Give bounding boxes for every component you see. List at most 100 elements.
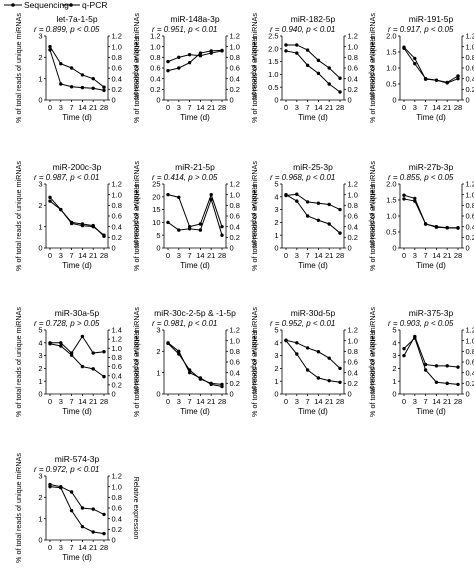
x-tick-label: 3 <box>177 103 181 112</box>
y-tick-label-left: 1.0 <box>386 64 396 73</box>
y-tick-label-right: 0.8 <box>112 493 122 502</box>
y-tick-label-left: 0 <box>392 390 396 399</box>
x-tick-label: 7 <box>424 397 428 406</box>
y-tick-label-left: 2 <box>392 364 396 373</box>
panel-title: miR-191-5p <box>409 14 454 24</box>
x-tick-label: 3 <box>177 397 181 406</box>
data-point-qpcr <box>220 48 224 53</box>
x-tick-label: 3 <box>59 397 63 406</box>
panel-title: miR-574-3p <box>55 454 100 464</box>
chart-panel: miR-200c-3pr = 0.987, p < 0.01012300.20.… <box>14 161 141 271</box>
y-tick-label-right: 0.4 <box>348 74 358 83</box>
x-tick-label: 14 <box>432 397 440 406</box>
y-tick-label-left: 1 <box>274 377 278 386</box>
y-tick-label-left: 1 <box>392 377 396 386</box>
x-tick-label: 14 <box>432 103 440 112</box>
chart-panel: miR-182-5pr = 0.940, p < 0.01 0 0.5 1.0 1.5 2… <box>250 13 377 123</box>
y-tick-label-left: 3 <box>274 205 278 214</box>
data-point-sequencing <box>48 48 52 52</box>
data-point-qpcr <box>80 524 85 529</box>
x-tick-label: 14 <box>196 251 204 260</box>
data-point-qpcr <box>91 76 95 81</box>
y-tick-label-right: 0 <box>466 390 470 399</box>
x-tick-label: 21 <box>89 251 97 260</box>
x-tick-label: 7 <box>70 397 74 406</box>
y-axis-label-right: Relative expression <box>250 37 259 100</box>
panel-title: miR-375-3p <box>409 308 454 318</box>
chart-panel: miR-27b-3pr = 0.855, p < 0.05 0 0.5 1.0 1.5 2… <box>368 161 474 271</box>
y-tick-label-right: 1.0 <box>112 42 122 51</box>
data-point-sequencing <box>102 512 106 517</box>
data-point-qpcr <box>69 66 74 70</box>
x-tick-label: 21 <box>443 397 451 406</box>
x-tick-label: 0 <box>402 251 406 260</box>
x-tick-label: 0 <box>166 251 170 260</box>
y-tick-label-right: 0 <box>348 244 352 253</box>
data-point-qpcr <box>69 353 74 357</box>
data-point-sequencing <box>316 58 321 63</box>
x-tick-label: 0 <box>48 251 52 260</box>
data-point-qpcr <box>338 380 342 384</box>
data-point-sequencing <box>295 43 299 47</box>
data-point-sequencing <box>413 56 417 61</box>
series-line-qpcr <box>285 50 341 93</box>
x-tick-label: 0 <box>402 397 406 406</box>
data-point-sequencing <box>316 350 321 354</box>
panel-title: miR-30a-5p <box>55 308 100 318</box>
series-line-sequencing <box>49 49 105 91</box>
y-tick-label-left: 15 <box>152 205 160 214</box>
x-tick-label: 3 <box>295 397 299 406</box>
y-axis-label-right: Relative expression <box>132 185 141 248</box>
y-tick-label-right: 1.2 <box>112 180 122 189</box>
y-axis-label-right: Relative expression <box>250 331 259 394</box>
y-tick-label-right: 0.4 <box>230 74 240 83</box>
data-point-sequencing <box>91 507 95 511</box>
data-point-sequencing <box>316 201 321 205</box>
data-point-qpcr <box>445 81 449 85</box>
x-axis-label: Time (d) <box>62 553 92 562</box>
y-tick-label-left: 1.5 <box>386 48 396 57</box>
x-axis-label: Time (d) <box>416 407 446 416</box>
data-point-qpcr <box>59 207 63 212</box>
x-tick-label: 28 <box>454 251 462 260</box>
y-tick-label-left: 4 <box>274 192 278 201</box>
x-tick-label: 21 <box>89 103 97 112</box>
y-tick-label-left: 3 <box>38 180 42 189</box>
y-tick-label-right: 0.8 <box>348 53 358 62</box>
data-point-sequencing <box>198 228 203 232</box>
y-tick-label-right: 1.0 <box>348 190 358 199</box>
x-axis-label: Time (d) <box>298 261 328 270</box>
y-tick-label-right: 0 <box>466 244 470 253</box>
legend-label-qpcr: q-PCR <box>82 0 108 10</box>
x-tick-label: 28 <box>218 103 226 112</box>
panel-stat: r = 0.968, p < 0.01 <box>270 173 335 182</box>
y-tick-label-left: 0.8 <box>150 53 160 62</box>
x-tick-label: 14 <box>78 251 86 260</box>
y-tick-label-left: 1 <box>274 231 278 240</box>
y-tick-label-left: 2 <box>156 347 160 356</box>
y-tick-label-right: 1.2 <box>348 32 358 41</box>
data-point-qpcr <box>102 85 106 89</box>
chart-panel: miR-30c-2-5p & -1-5pr = 0.981, p < 0.01 0… <box>132 307 259 417</box>
y-axis-label-left: % of total reads of unique miRNAs <box>132 161 141 271</box>
y-tick-label-right: 1.0 <box>348 42 358 51</box>
y-tick-label-left: 1.0 <box>150 42 160 51</box>
x-tick-label: 0 <box>166 397 170 406</box>
x-tick-label: 7 <box>70 543 74 552</box>
panel-title: miR-25-3p <box>293 162 333 172</box>
data-point-qpcr <box>413 199 417 203</box>
data-point-sequencing <box>338 366 342 371</box>
y-tick-label-left: 2.0 <box>268 44 278 53</box>
y-axis-label-left: % of total reads of unique miRNAs <box>368 161 377 271</box>
y-tick-label-left: 0 <box>392 244 396 253</box>
y-tick-label-right: 1.0 <box>466 42 474 51</box>
y-tick-label-left: 3 <box>156 326 160 335</box>
y-tick-label-right: 0 <box>230 244 234 253</box>
y-tick-label-left: 1.5 <box>386 196 396 205</box>
x-tick-label: 7 <box>188 397 192 406</box>
y-tick-label-left: 4 <box>38 338 42 347</box>
y-tick-label-left: 4 <box>274 338 278 347</box>
data-point-qpcr <box>305 63 310 68</box>
y-axis-label-left: % of total reads of unique miRNAs <box>368 307 377 417</box>
x-tick-label: 21 <box>443 251 451 260</box>
